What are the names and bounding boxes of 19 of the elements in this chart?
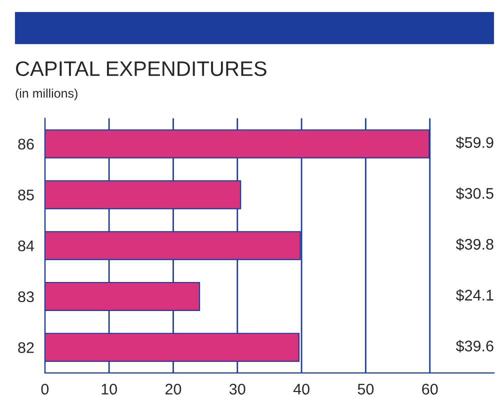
y-tick-label: 86	[18, 138, 34, 150]
x-tick-label: 30	[229, 384, 246, 395]
y-tick-label: 85	[18, 190, 34, 200]
x-tick-label: 60	[422, 384, 438, 395]
x-tick-label: 50	[358, 384, 374, 395]
x-tick-label: 10	[102, 384, 117, 395]
data-label: $39.8	[456, 238, 494, 251]
data-label: $59.9	[456, 136, 494, 149]
data-label: $39.6	[456, 340, 494, 352]
y-tick-label: 83	[18, 291, 34, 302]
x-tick-label: 40	[293, 384, 310, 395]
data-label: $30.5	[456, 187, 494, 200]
data-label: $24.1	[456, 289, 494, 302]
x-tick-label: 0	[41, 384, 49, 395]
y-tick-label: 84	[18, 240, 34, 252]
chart-title: CAPITAL EXPENDITURES	[16, 61, 266, 76]
x-tick-label: 20	[165, 384, 182, 395]
chart-subtitle: (in millions)	[16, 88, 78, 100]
y-tick-label: 82	[18, 342, 34, 354]
